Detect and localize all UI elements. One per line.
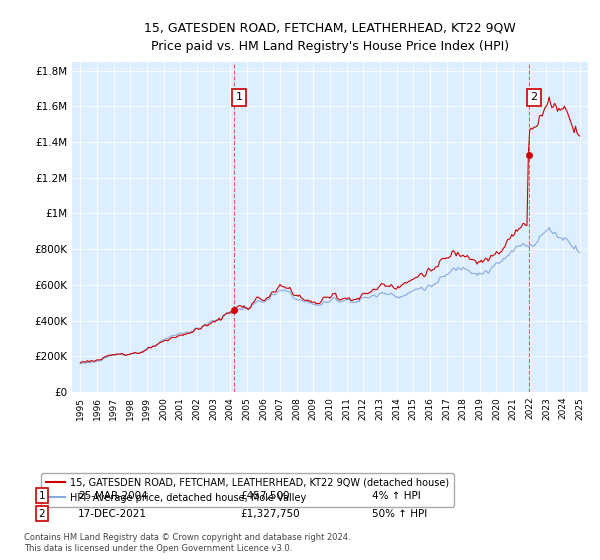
Title: 15, GATESDEN ROAD, FETCHAM, LEATHERHEAD, KT22 9QW
Price paid vs. HM Land Registr: 15, GATESDEN ROAD, FETCHAM, LEATHERHEAD,… bbox=[144, 21, 516, 54]
Text: 2: 2 bbox=[530, 92, 538, 102]
Text: 1: 1 bbox=[38, 491, 46, 501]
Legend: 15, GATESDEN ROAD, FETCHAM, LEATHERHEAD, KT22 9QW (detached house), HPI: Average: 15, GATESDEN ROAD, FETCHAM, LEATHERHEAD,… bbox=[41, 473, 454, 507]
Text: 50% ↑ HPI: 50% ↑ HPI bbox=[372, 508, 427, 519]
Text: 25-MAR-2004: 25-MAR-2004 bbox=[78, 491, 148, 501]
Text: £457,500: £457,500 bbox=[240, 491, 290, 501]
Text: Contains HM Land Registry data © Crown copyright and database right 2024.
This d: Contains HM Land Registry data © Crown c… bbox=[24, 533, 350, 553]
Text: 2: 2 bbox=[38, 508, 46, 519]
Text: 4% ↑ HPI: 4% ↑ HPI bbox=[372, 491, 421, 501]
Text: 17-DEC-2021: 17-DEC-2021 bbox=[78, 508, 147, 519]
Text: 1: 1 bbox=[235, 92, 242, 102]
Text: £1,327,750: £1,327,750 bbox=[240, 508, 299, 519]
